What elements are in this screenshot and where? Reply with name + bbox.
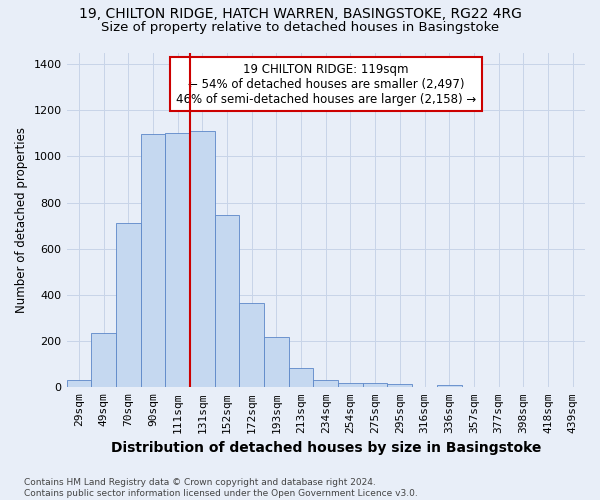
Text: Contains HM Land Registry data © Crown copyright and database right 2024.
Contai: Contains HM Land Registry data © Crown c… [24,478,418,498]
Bar [264,336,289,388]
Bar [67,380,91,388]
Bar [388,384,412,388]
Bar [313,380,338,388]
Bar [140,134,165,388]
X-axis label: Distribution of detached houses by size in Basingstoke: Distribution of detached houses by size … [110,441,541,455]
Bar [289,368,313,388]
Y-axis label: Number of detached properties: Number of detached properties [15,127,28,313]
Bar [116,224,140,388]
Bar [437,385,461,388]
Bar [215,216,239,388]
Bar [190,131,215,388]
Bar [338,382,363,388]
Text: 19, CHILTON RIDGE, HATCH WARREN, BASINGSTOKE, RG22 4RG: 19, CHILTON RIDGE, HATCH WARREN, BASINGS… [79,8,521,22]
Bar [363,382,388,388]
Bar [91,333,116,388]
Text: Size of property relative to detached houses in Basingstoke: Size of property relative to detached ho… [101,21,499,34]
Bar [239,303,264,388]
Bar [165,134,190,388]
Text: 19 CHILTON RIDGE: 119sqm
← 54% of detached houses are smaller (2,497)
46% of sem: 19 CHILTON RIDGE: 119sqm ← 54% of detach… [176,62,476,106]
